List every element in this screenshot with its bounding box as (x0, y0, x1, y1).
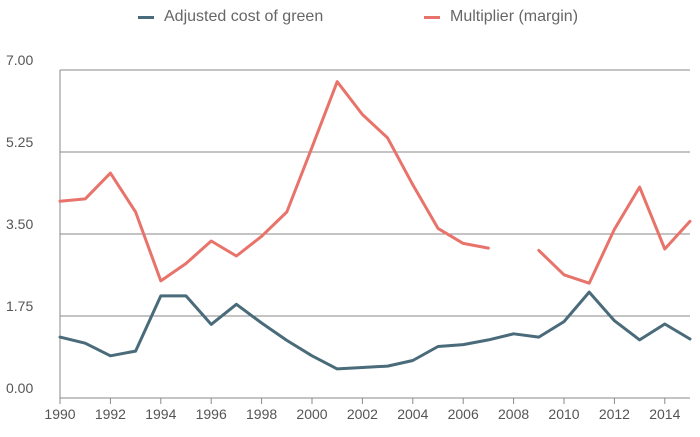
x-tick-label-7: 2004 (397, 406, 428, 422)
legend-label-adjusted-cost: Adjusted cost of green (164, 8, 324, 25)
y-tick-label-3: 5.25 (6, 134, 33, 150)
legend-label-multiplier: Multiplier (margin) (450, 8, 579, 25)
series-line-1-segment-0 (58, 80, 490, 283)
x-tick-label-2: 1994 (145, 406, 176, 422)
y-tick-label-1: 1.75 (6, 298, 33, 314)
legend-item-adjusted-cost: Adjusted cost of green (138, 8, 323, 26)
x-tick-label-3: 1996 (196, 406, 227, 422)
x-tick-label-0: 1990 (44, 406, 75, 422)
series-line-0-segment-0 (58, 290, 692, 371)
legend-swatch-multiplier (424, 15, 440, 19)
series-line-1-segment-1 (537, 185, 692, 285)
x-tick-label-9: 2008 (498, 406, 529, 422)
x-tick-label-4: 1998 (246, 406, 277, 422)
legend-item-multiplier: Multiplier (margin) (424, 8, 578, 26)
y-tick-label-2: 3.50 (6, 216, 33, 232)
x-tick-label-1: 1992 (95, 406, 126, 422)
legend-swatch-adjusted-cost (138, 15, 154, 19)
x-tick-label-11: 2012 (599, 406, 630, 422)
x-tick-label-8: 2006 (448, 406, 479, 422)
chart-legend: Adjusted cost of green Multiplier (margi… (0, 8, 700, 34)
x-tick-label-12: 2014 (649, 406, 680, 422)
x-tick-label-10: 2010 (548, 406, 579, 422)
x-tick-label-5: 2000 (296, 406, 327, 422)
y-tick-label-0: 0.00 (6, 380, 33, 396)
y-tick-label-4: 7.00 (6, 52, 33, 68)
x-tick-label-6: 2002 (347, 406, 378, 422)
